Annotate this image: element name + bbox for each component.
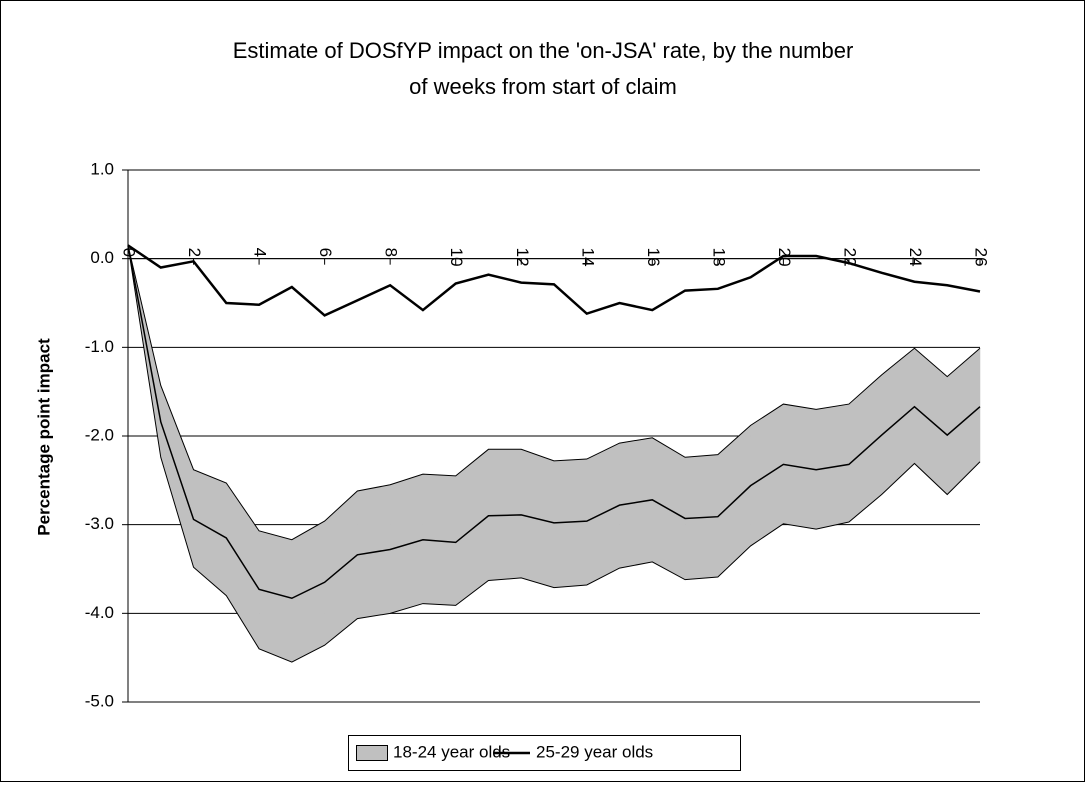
- band-lower: [127, 245, 981, 663]
- y-tick-label: -5.0: [85, 691, 114, 710]
- x-tick-label: 20: [775, 248, 794, 267]
- x-tick-label: 0: [120, 248, 139, 257]
- x-tick-label: 12: [513, 248, 532, 267]
- band: [455, 448, 489, 606]
- y-tick-label: -1.0: [85, 337, 114, 356]
- y-tick-label: -2.0: [85, 425, 114, 444]
- x-tick-label: 10: [447, 248, 466, 267]
- y-axis-label: Percentage point impact: [34, 338, 53, 536]
- legend-swatch: [356, 745, 388, 761]
- x-tick-label: 8: [382, 248, 401, 257]
- band: [389, 473, 424, 614]
- y-tick-label: 1.0: [90, 159, 114, 178]
- line: [127, 244, 981, 317]
- chart-title-text: Estimate of DOSfYP impact on the 'on-JSA…: [233, 38, 854, 99]
- y-tick-label: -4.0: [85, 603, 114, 622]
- band-upper: [127, 245, 981, 541]
- x-tick-label: 14: [578, 248, 597, 267]
- band: [586, 442, 620, 586]
- x-tick-label: 16: [644, 248, 663, 267]
- legend-label: 18-24 year olds: [393, 742, 510, 761]
- x-tick-label: 4: [251, 248, 270, 257]
- x-tick-label: 22: [840, 248, 859, 267]
- x-tick-label: 6: [316, 248, 335, 257]
- chart-title: Estimate of DOSfYP impact on the 'on-JSA…: [233, 38, 854, 99]
- y-tick-label: 0.0: [90, 248, 114, 267]
- x-tick-label: 2: [185, 248, 204, 257]
- legend-label: 25-29 year olds: [536, 742, 653, 761]
- band: [291, 520, 325, 663]
- line: [127, 245, 981, 600]
- y-tick-label: -3.0: [85, 514, 114, 533]
- x-tick-label: 24: [906, 248, 925, 267]
- legend: [348, 735, 741, 771]
- x-tick-label: 26: [972, 248, 991, 267]
- plot: -5.0-4.0-3.0-2.0-1.00.01.00 2 4 6 8 10 12 14 16 1…: [85, 159, 991, 710]
- x-tick-label: 18: [709, 248, 728, 267]
